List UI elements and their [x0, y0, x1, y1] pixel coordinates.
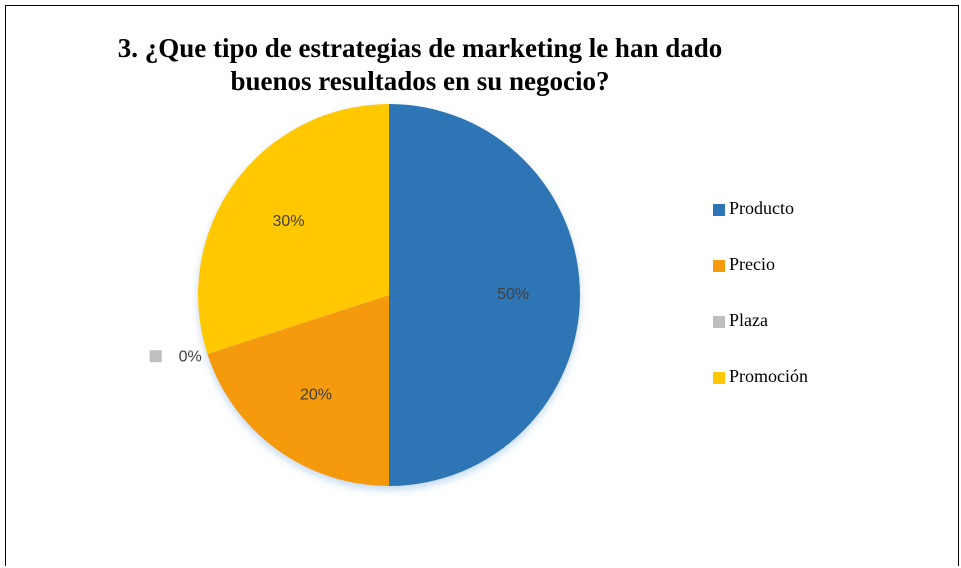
legend-swatch [713, 316, 725, 328]
chart-title: 3. ¿Que tipo de estrategias de marketing… [117, 33, 723, 96]
data-label: 30% [273, 213, 305, 230]
pie-slice [389, 104, 580, 486]
pie [198, 104, 580, 486]
pie-slice [198, 104, 389, 355]
legend-label: Producto [729, 198, 794, 218]
legend-label: Plaza [729, 310, 768, 330]
chart-frame [5, 5, 959, 566]
pie-slice [207, 295, 389, 486]
data-label: 20% [300, 387, 332, 404]
legend-swatch [713, 372, 725, 384]
data-label: 50% [497, 286, 529, 303]
legend-label: Precio [729, 254, 775, 274]
legend-label: Promoción [729, 366, 808, 386]
data-label-key [149, 350, 162, 363]
legend-swatch [713, 260, 725, 272]
data-label: 0% [179, 348, 202, 365]
legend-swatch [713, 204, 725, 216]
